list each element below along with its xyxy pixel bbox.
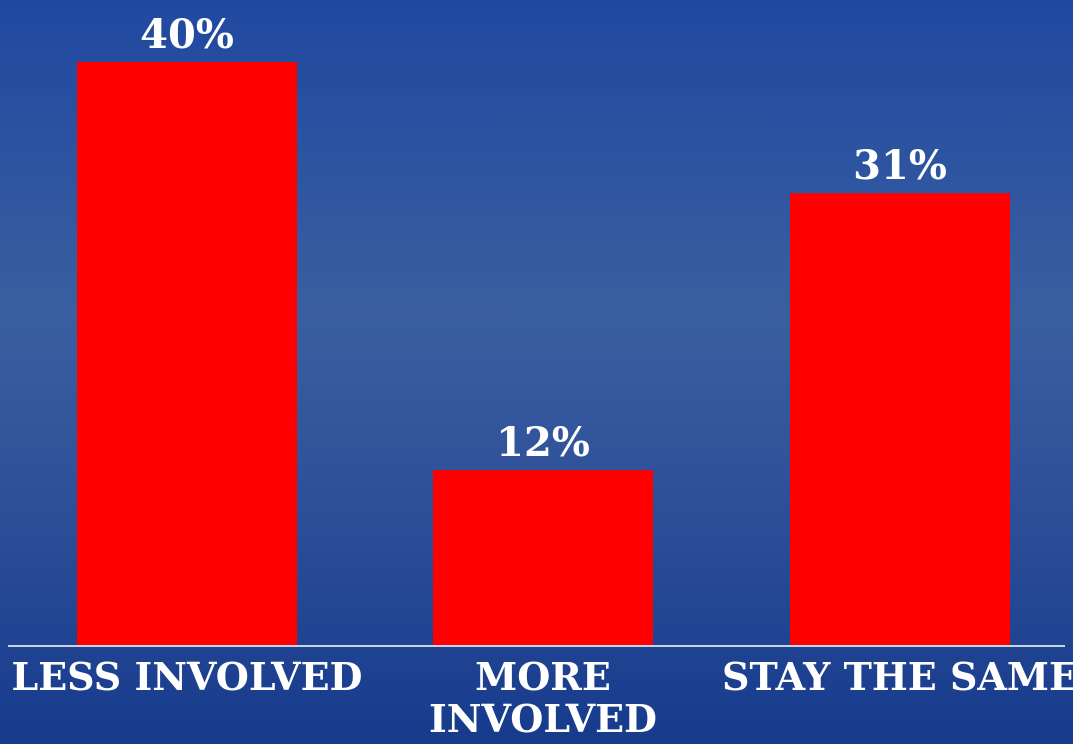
category-label-2-line-2: INVOLVED (429, 696, 657, 741)
category-label-1: LESS INVOLVED (12, 654, 363, 699)
bar-less-involved (77, 62, 297, 645)
category-label-1-line-1: LESS INVOLVED (12, 654, 363, 699)
category-label-2: MORE INVOLVED (429, 654, 657, 741)
value-label-3: 31% (853, 142, 947, 189)
bar-more-involved (433, 470, 653, 645)
category-label-3: STAY THE SAME (722, 654, 1073, 699)
bar-stay-the-same (790, 193, 1010, 646)
value-labels-group: 40% 12% 31% (140, 11, 947, 466)
category-label-2-line-1: MORE (475, 654, 611, 699)
value-label-2: 12% (496, 419, 590, 466)
bars-group (77, 62, 1010, 646)
category-labels-group: LESS INVOLVED MORE INVOLVED STAY THE SAME (12, 654, 1073, 741)
value-label-1: 40% (140, 11, 234, 58)
category-label-3-line-1: STAY THE SAME (722, 654, 1073, 699)
